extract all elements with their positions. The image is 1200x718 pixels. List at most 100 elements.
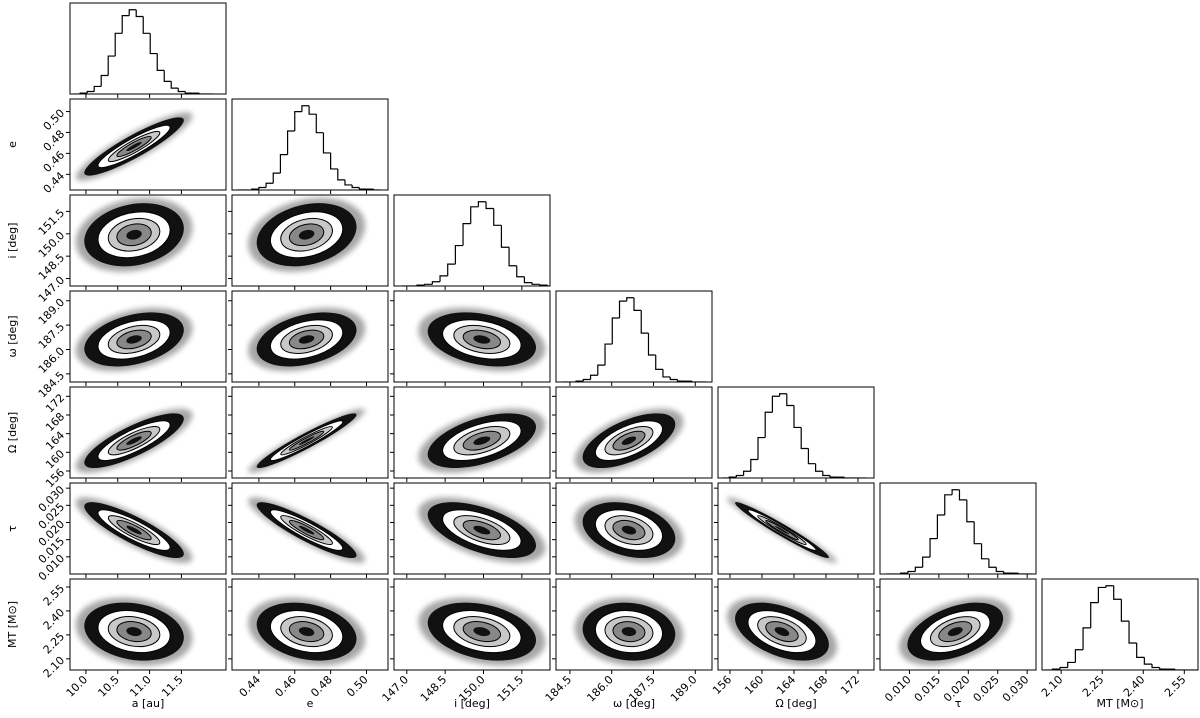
panel-frame	[393, 578, 551, 671]
y-tick-label: 168	[43, 410, 67, 434]
panel-frame	[393, 194, 551, 287]
x-tick-label: 0.010	[882, 673, 913, 704]
panel-frame	[393, 386, 551, 479]
histogram-bin	[980, 543, 989, 560]
histogram-bin	[493, 208, 502, 226]
density-contour	[621, 436, 637, 445]
panel-frame	[69, 290, 227, 383]
histogram-bin	[1136, 643, 1145, 658]
panel-frame	[69, 578, 227, 671]
histogram-bin	[1017, 573, 1026, 574]
histogram-bin	[793, 405, 802, 429]
y-tick-label: 0.46	[41, 148, 68, 175]
panel	[75, 307, 193, 372]
histogram-bin	[156, 53, 165, 72]
x-tick-label: 172	[838, 673, 862, 697]
density-contour	[947, 627, 963, 637]
histogram-bin	[500, 225, 510, 248]
histogram-bin	[344, 179, 353, 186]
histogram-bin	[995, 567, 1004, 573]
histogram-bin	[1151, 664, 1160, 669]
histogram-bin	[589, 374, 598, 380]
y-axis-label: Ω [deg]	[6, 412, 19, 453]
histogram-bin	[1128, 621, 1137, 644]
panel	[561, 297, 707, 382]
x-tick-label: 186.0	[584, 673, 615, 704]
histogram-bin	[1074, 649, 1084, 663]
x-axis-label: e	[307, 697, 314, 710]
density-contour	[621, 627, 637, 637]
histogram-bin	[662, 369, 671, 378]
density-contour	[126, 525, 142, 535]
histogram-bin	[424, 283, 433, 286]
panel	[248, 408, 366, 473]
panel	[75, 408, 193, 473]
y-tick-label: 151.5	[36, 206, 67, 237]
histogram-bin	[944, 494, 953, 516]
panel	[1044, 585, 1198, 670]
density-contour	[473, 525, 491, 535]
panel-frame	[393, 482, 551, 575]
histogram-bin	[973, 521, 982, 545]
histogram-bin	[470, 206, 479, 224]
histogram-bin	[447, 263, 456, 276]
panel-frame	[555, 386, 713, 479]
histogram-bin	[294, 111, 302, 132]
histogram-bin	[626, 297, 634, 302]
x-tick-label: 164	[774, 673, 798, 697]
histogram-bin	[1059, 666, 1068, 670]
histogram-bin	[640, 310, 649, 334]
histogram-bin	[669, 376, 678, 381]
panel	[75, 497, 193, 563]
histogram-bin	[1113, 585, 1122, 600]
histogram-bin	[1003, 571, 1011, 574]
histogram-bin	[786, 393, 794, 407]
panel	[248, 597, 366, 666]
histogram-bin	[1105, 585, 1114, 588]
y-axis-label: i [deg]	[6, 223, 19, 259]
density-contour	[298, 525, 315, 535]
panel-frame	[717, 482, 875, 575]
histogram-bin	[914, 566, 923, 572]
histogram-bin	[121, 15, 130, 34]
histogram-bin	[633, 297, 642, 311]
x-axis-label: τ	[955, 697, 962, 710]
histogram-bin	[743, 470, 751, 476]
density-contour	[473, 627, 491, 637]
histogram-bin	[170, 81, 179, 89]
histogram-bin	[757, 436, 766, 460]
panel-frame	[555, 578, 713, 671]
panel-frame	[231, 482, 389, 575]
histogram-bin	[771, 395, 780, 413]
histogram-bin	[431, 281, 441, 285]
histogram-bin	[647, 333, 656, 356]
panel-frame	[69, 2, 227, 95]
density-contour	[126, 436, 142, 445]
panel	[726, 597, 837, 666]
panel-frame	[231, 578, 389, 671]
panel-frame	[231, 98, 389, 191]
histogram-bin	[308, 105, 317, 115]
histogram-bin	[439, 275, 448, 282]
histogram-bin	[322, 132, 331, 154]
panel	[237, 105, 381, 190]
histogram-bin	[508, 247, 517, 267]
histogram-bin	[184, 91, 193, 94]
panel-frame	[69, 482, 227, 575]
histogram-bin	[516, 265, 525, 278]
histogram-bin	[1090, 601, 1099, 628]
histogram-bin	[163, 70, 172, 82]
histogram-bin	[1174, 669, 1183, 670]
x-tick-label: 0.015	[912, 673, 943, 704]
y-tick-label: 0.44	[41, 169, 68, 196]
y-tick-label: 2.25	[41, 630, 68, 657]
histogram-bin	[272, 172, 281, 184]
histogram-bin	[800, 427, 809, 450]
y-tick-label: 186.0	[36, 345, 67, 376]
histogram-bin	[93, 85, 102, 92]
x-axis-label: Ω [deg]	[775, 697, 816, 710]
panel-frame	[717, 578, 875, 671]
panel	[248, 497, 366, 563]
histogram-bin	[135, 9, 144, 18]
histogram-bin	[149, 33, 158, 55]
